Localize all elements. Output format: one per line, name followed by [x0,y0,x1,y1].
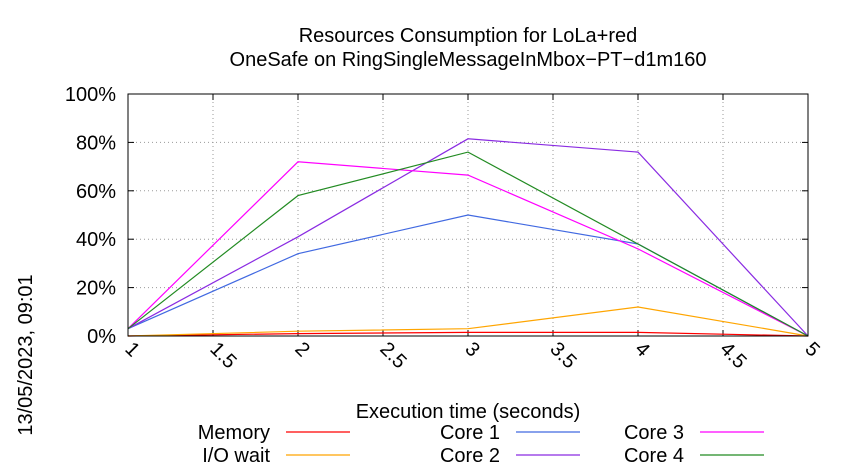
x-tick-label: 3.5 [545,338,580,373]
y-tick-label: 80% [76,132,116,154]
legend-label-core-4: Core 4 [624,445,684,467]
x-tick-label: 1.5 [205,338,240,373]
legend-label-core-3: Core 3 [624,422,684,444]
x-tick-label: 4 [630,338,653,361]
x-axis-label: Execution time (seconds) [356,401,581,423]
x-tick-label: 2 [290,338,313,361]
legend-label-memory: Memory [198,422,270,444]
legend-label-i-o-wait: I/O wait [202,445,270,467]
series-line-memory [127,331,809,337]
legend-label-core-2: Core 2 [440,445,500,467]
series-line-core-4 [127,151,809,337]
timestamp-label: 13/05/2023, 09:01 [15,274,37,435]
x-axis-ticks: 1 1.5 2 2.5 3 3.5 4 4.5 5 [120,94,824,373]
chart-title-line-2: OneSafe on RingSingleMessageInMbox−PT−d1… [230,49,707,71]
series-line-core-2 [127,138,809,337]
y-tick-label: 60% [76,181,116,203]
x-tick-label: 4.5 [715,338,750,373]
y-tick-label: 20% [76,278,116,300]
grid-lines [128,94,808,336]
series-line-core-3 [127,161,809,337]
x-tick-label: 5 [800,338,823,361]
y-tick-label: 100% [65,84,116,106]
legend-label-core-1: Core 1 [440,422,500,444]
series-line-core-1 [127,214,809,337]
chart-title-line-1: Resources Consumption for LoLa+red [299,25,638,47]
data-series [127,138,809,337]
y-tick-label: 0% [87,326,116,348]
x-tick-label: 3 [460,338,483,361]
y-axis-ticks: 0% 20% 40% 60% 80% 100% [65,84,808,348]
plot-frame [127,93,809,337]
y-tick-label: 40% [76,229,116,251]
series-line-i-o-wait [127,306,809,337]
x-tick-label: 2.5 [375,338,410,373]
x-tick-label: 1 [120,338,143,361]
